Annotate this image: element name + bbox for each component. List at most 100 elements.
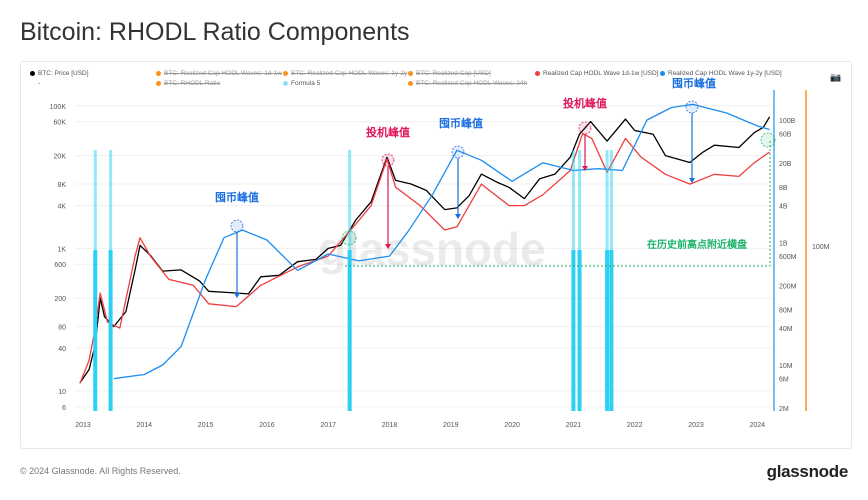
series-line-0 [79,116,771,384]
y-left-tick-label: 100K [50,104,67,111]
x-tick-label: 2014 [137,422,153,429]
y-left-tick-label: 8K [57,182,66,189]
ath-marker-circle [760,132,776,148]
annotation-label: 囤币峰值 [215,190,259,204]
y-left-tick-label: 20K [54,154,67,161]
legend-item[interactable]: BTC: Realized Cap HODL Waves: 1y-2y [283,70,407,77]
legend-dot-icon [408,70,413,76]
y-left-tick-label: 1K [57,246,66,253]
y-right-tick-label: 20B [779,161,792,168]
legend-dash: - [38,80,41,87]
legend-dot-icon [408,80,413,86]
y-left-tick-label: 10 [58,389,66,396]
legend-dot-icon [283,80,288,86]
footer-copyright: © 2024 Glassnode. All Rights Reserved. [20,466,181,476]
y-right-tick-label: 1B [779,241,788,248]
x-tick-label: 2021 [566,422,582,429]
x-tick-label: 2016 [259,422,275,429]
y-left-tick-label: 6 [62,405,66,412]
legend-item[interactable]: BTC: Realized Cap HODL Waves: 1d-1w [156,70,282,77]
y-left-tick-label: 4K [57,203,66,210]
legend-item[interactable]: BTC: Price [USD] [30,70,89,77]
legend-item[interactable]: Realized Cap HODL Wave 1d-1w [USD] [535,70,658,77]
prior-ath-marker-circle [341,230,357,246]
legend-label: Realized Cap HODL Wave 1d-1w [USD] [543,70,659,77]
formula5-bar [577,250,582,411]
camera-icon[interactable]: 📷 [830,72,842,82]
formula5-bar [571,250,576,411]
formula5-bar [93,250,98,411]
x-tick-label: 2017 [320,422,336,429]
formula5-bar [108,250,113,411]
annotation-label: 囤币峰值 [672,76,716,90]
legend-item[interactable]: Formula 5 [283,80,320,87]
y-right-tick-label: 600M [779,254,797,261]
legend-label: BTC: RHODL Ratio [164,80,221,87]
formula5-bar [609,250,614,411]
x-tick-label: 2020 [504,422,520,429]
legend-label: BTC: Realized Cap HODL Waves: 24h [416,80,528,87]
peak-marker-circle [451,145,465,159]
legend-label: BTC: Realized Cap HODL Waves: 1y-2y [291,70,408,77]
arrow-head-icon [234,293,240,298]
legend-dot-icon [156,70,161,76]
x-tick-label: 2019 [443,422,459,429]
legend-dot-icon [156,80,161,86]
annotation-label: 投机峰值 [366,125,410,139]
legend-item[interactable]: BTC: RHODL Ratio [156,80,220,87]
y-right-tick-label: 2M [779,406,789,413]
legend-label: BTC: Realized Cap [USD] [416,70,491,77]
arrow-head-icon [582,166,588,171]
chart-card [20,61,852,449]
peak-marker-circle [381,153,395,167]
y-left-tick-label: 200 [54,296,66,303]
arrow-head-icon [385,244,391,249]
annotation-label: 投机峰值 [563,96,607,110]
formula5-bar-upper [93,150,97,250]
formula5-bar [347,250,352,411]
formula5-bar [605,250,610,411]
x-tick-label: 2013 [75,422,91,429]
ath-range-dashed-line [345,140,771,267]
annotation-label: 在历史前高点附近横盘 [647,238,747,251]
y-left-tick-label: 600 [54,262,66,269]
formula5-bar-upper [571,150,575,250]
legend-item[interactable]: BTC: Realized Cap [USD] [408,70,491,77]
y-right-tick-label: 6M [779,377,789,384]
arrow-head-icon [455,214,461,219]
formula5-bar-upper [605,150,609,250]
legend-dot-icon [660,70,665,76]
x-tick-label: 2024 [750,422,766,429]
annotation-label: 囤币峰值 [439,116,483,130]
x-tick-label: 2018 [382,422,398,429]
legend-dot-icon [283,70,288,76]
y-right-tick-label: 40M [779,326,793,333]
y-right-tick-label: 100B [779,118,796,125]
legend-label: Formula 5 [291,80,321,87]
watermark: glassnode [318,223,546,275]
peak-marker-circle [578,121,592,135]
brand-logo: glassnode [766,462,849,481]
y-right2-tick-label: 100M [812,244,830,251]
x-tick-label: 2022 [627,422,643,429]
y-right-tick-label: 200M [779,283,797,290]
peak-marker-circle [230,219,244,233]
legend-label: BTC: Price [USD] [38,70,89,77]
formula5-bar-upper [348,150,352,250]
legend-label: BTC: Realized Cap HODL Waves: 1d-1w [164,70,283,77]
formula5-bar-upper [609,150,613,250]
y-right-tick-label: 60B [779,132,792,139]
y-right-tick-label: 10M [779,363,793,370]
x-tick-label: 2015 [198,422,214,429]
y-left-tick-label: 80 [58,325,66,332]
y-right-tick-label: 4B [779,204,788,211]
y-left-tick-label: 40 [58,346,66,353]
x-tick-label: 2023 [688,422,704,429]
peak-marker-circle [685,100,699,114]
formula5-bar-upper [109,150,113,250]
legend-item[interactable]: Realized Cap HODL Wave 1y-2y [USD] [660,70,782,77]
page-title: Bitcoin: RHODL Ratio Components [20,18,410,46]
legend-item[interactable]: BTC: Realized Cap HODL Waves: 24h [408,80,527,87]
y-right-tick-label: 80M [779,308,793,315]
